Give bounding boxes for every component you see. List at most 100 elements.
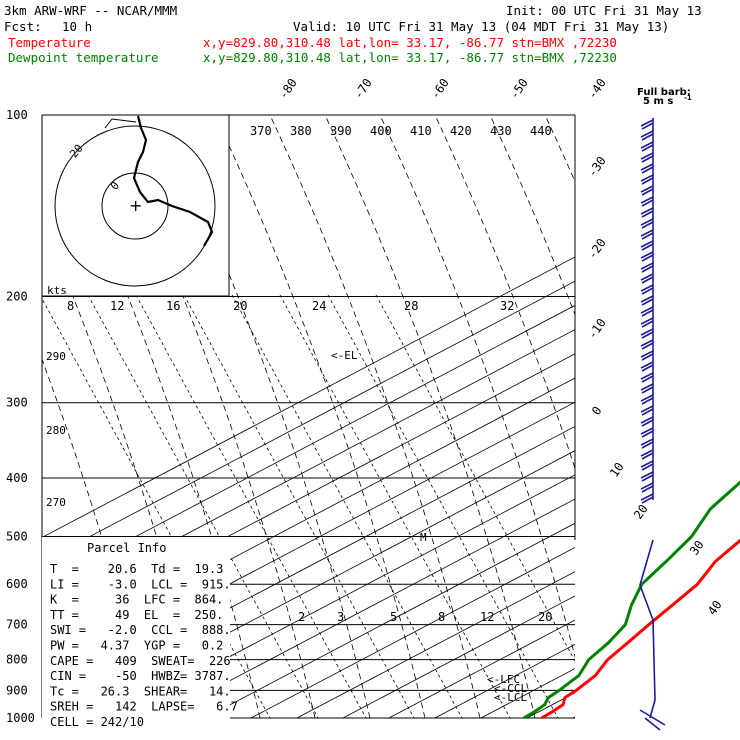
wind-barb: [640, 119, 654, 130]
pressure-tick-label: 500: [6, 529, 28, 543]
wind-barb: [640, 427, 654, 438]
isotherm-line: [526, 692, 575, 718]
wind-barb: [640, 141, 654, 152]
isotherm-line: [42, 256, 575, 538]
wind-barb: [640, 471, 654, 482]
wind-barb: [640, 339, 654, 350]
isotherm-tick-label: -10: [585, 316, 609, 342]
wind-barb: [640, 284, 654, 295]
mixing-ratio-line: [375, 294, 575, 662]
parcel-info-row: CELL = 242/10: [50, 715, 144, 729]
pressure-tick-label: 300: [6, 396, 28, 410]
wind-barb: [640, 438, 654, 449]
isotherm-line: [250, 547, 575, 718]
wind-barb: [640, 273, 654, 284]
wind-barbs: [639, 118, 666, 731]
mixing-ratio-tick-label: 12: [480, 610, 494, 624]
parcel-info-row: LI = -3.0 LCL = 915.: [50, 577, 231, 591]
mixing-ratio-tick-label: 5: [390, 610, 397, 624]
dry-adiabat-line: [434, 115, 575, 470]
mixing-ratio-line: [135, 294, 367, 718]
isotherm-line: [342, 595, 575, 718]
theta-tick-label: 390: [330, 124, 352, 138]
hodograph-units: kts: [47, 284, 67, 297]
mixing-ratio-line: [42, 297, 271, 718]
mixing-ratio-tick-label: 12: [110, 299, 124, 313]
ccl-marker: <-CCL: [494, 682, 527, 695]
wind-barb: [640, 262, 654, 273]
dry-adiabat-line: [49, 115, 261, 718]
wind-barb: [640, 306, 654, 317]
theta-tick-label: 440: [530, 124, 552, 138]
mixing-ratio-tick-label: 16: [166, 299, 180, 313]
wind-barb: [640, 295, 654, 306]
mixing-ratio-tick-label: 8: [67, 299, 74, 313]
wind-barb: [640, 361, 654, 372]
isotherm-tick-label: 20: [631, 502, 651, 522]
isotherm-tick-label: -50: [507, 76, 531, 102]
barb-legend-unit: 5 m s: [643, 96, 673, 107]
isotherm-line: [711, 115, 740, 718]
wind-barb: [640, 317, 654, 328]
pressure-tick-label: 700: [6, 618, 28, 632]
wind-barb: [640, 185, 654, 196]
dewpoint-series-line: [523, 480, 740, 720]
pressure-axis: 100 200 300 400 500 600 700 800 900 1000: [6, 108, 35, 725]
theta-tick-label: 380: [290, 124, 312, 138]
isotherm-tick-label: 10: [607, 460, 627, 480]
isotherm-tick-label: -20: [585, 236, 609, 262]
mixing-ratio-tick-label: 3: [337, 610, 344, 624]
isotherm-line: [434, 643, 575, 718]
hail-marker: M: [420, 531, 427, 544]
hodograph-trace: [132, 115, 214, 247]
init-time: Init: 00 UTC Fri 31 May 13: [506, 3, 702, 18]
temperature-series-line: [540, 538, 740, 720]
wind-barb: [640, 383, 654, 394]
isotherm-tick-label: -80: [276, 76, 300, 102]
isotherm-line: [665, 115, 740, 718]
wind-barb: [640, 152, 654, 163]
dewpoint-legend: Dewpoint temperature: [8, 50, 159, 65]
isotherm-tick-label: -70: [351, 76, 375, 102]
isotherm-line: [158, 498, 575, 718]
wind-barb: [640, 218, 654, 229]
isotherm-line: [66, 450, 575, 718]
parcel-info-row: SWI = -2.0 CCL = 888.: [50, 623, 231, 637]
isotherm-line: [42, 329, 575, 611]
dry-adiabat-line: [214, 115, 426, 718]
parcel-info-row: T = 20.6 Td = 19.3: [50, 562, 223, 576]
hodograph-frame: [41, 114, 230, 297]
barb-legend-exponent: -1: [684, 94, 692, 102]
parcel-info-background: [42, 537, 230, 719]
valid-time: Valid: 10 UTC Fri 31 May 13 (04 MDT Fri …: [293, 19, 669, 34]
grid-lines: [42, 115, 740, 718]
mixing-ratio-line: [327, 294, 559, 718]
isotherm-line: [42, 280, 575, 563]
forecast-label: Fcst:: [4, 19, 42, 34]
parcel-info-row: CAPE = 409 SWEAT= 226: [50, 654, 231, 668]
hodograph: + 20 0 kts: [41, 114, 230, 297]
parcel-info-row: Tc = 26.3 SHEAR= 14.: [50, 684, 231, 698]
mixing-ratio-line: [87, 294, 319, 718]
isotherm-line: [112, 474, 575, 718]
hodograph-ring-outer: [54, 125, 216, 287]
mixing-ratio-line: [279, 294, 511, 718]
dry-adiabat-line: [324, 115, 536, 718]
barb-legend-title: Full barb:: [637, 87, 691, 98]
isotherm-line: [204, 522, 575, 718]
wind-barb: [640, 405, 654, 416]
dry-adiabat-line: [104, 115, 316, 718]
parcel-info-row: CIN = -50 HWBZ= 3787.: [50, 669, 231, 683]
isotherm-line: [296, 571, 575, 718]
wind-barb: [640, 416, 654, 427]
wind-barb: [640, 482, 654, 493]
mixing-ratio-line: [231, 294, 463, 718]
dry-adiabat-line: [42, 358, 151, 718]
mixing-ratio-tick-label: 2: [298, 610, 305, 624]
wind-barb: [640, 460, 654, 471]
theta-labels: 370 380 390 400 410 420 430 440: [250, 124, 552, 138]
wind-barb: [640, 449, 654, 460]
wind-barb: [640, 240, 654, 251]
theta-tick-label: 420: [450, 124, 472, 138]
